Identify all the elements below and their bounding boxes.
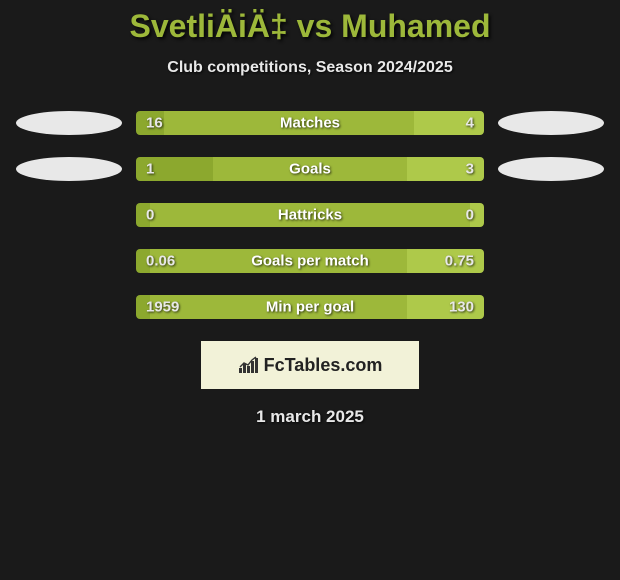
- stat-bar: 0 0 Hattricks: [136, 203, 484, 227]
- player-left-marker: [16, 157, 122, 181]
- stat-row: 1 3 Goals: [0, 157, 620, 181]
- stat-value-left: 0: [146, 207, 154, 224]
- stat-bar: 1959 130 Min per goal: [136, 295, 484, 319]
- page-title: SvetliÄiÄ‡ vs Muhamed: [0, 8, 620, 45]
- logo-text: FcTables.com: [264, 355, 383, 376]
- player-right-marker: [498, 111, 604, 135]
- stat-row: 16 4 Matches: [0, 111, 620, 135]
- stats-rows: 16 4 Matches 1 3 Goals 0 0 Hattricks 0.06 0.75 Goal…: [0, 111, 620, 319]
- stat-label: Matches: [280, 115, 340, 132]
- stat-label: Min per goal: [266, 299, 354, 316]
- stat-bar: 1 3 Goals: [136, 157, 484, 181]
- stat-row: 1959 130 Min per goal: [0, 295, 620, 319]
- stat-value-left: 16: [146, 115, 163, 132]
- stat-value-left: 1: [146, 161, 154, 178]
- stat-value-right: 0: [466, 207, 474, 224]
- stat-value-right: 4: [466, 115, 474, 132]
- logo: FcTables.com: [238, 355, 383, 376]
- stat-row: 0.06 0.75 Goals per match: [0, 249, 620, 273]
- stat-value-right: 3: [466, 161, 474, 178]
- date-label: 1 march 2025: [0, 407, 620, 427]
- stat-value-left: 1959: [146, 299, 179, 316]
- comparison-widget: SvetliÄiÄ‡ vs Muhamed Club competitions,…: [0, 0, 620, 427]
- player-right-marker: [498, 157, 604, 181]
- page-subtitle: Club competitions, Season 2024/2025: [0, 59, 620, 77]
- stat-bar: 0.06 0.75 Goals per match: [136, 249, 484, 273]
- stat-label: Goals per match: [251, 253, 369, 270]
- stat-label: Hattricks: [278, 207, 342, 224]
- stat-row: 0 0 Hattricks: [0, 203, 620, 227]
- player-left-marker: [16, 111, 122, 135]
- stat-value-right: 130: [449, 299, 474, 316]
- stat-value-left: 0.06: [146, 253, 175, 270]
- stat-label: Goals: [289, 161, 331, 178]
- bar-chart-icon: [238, 356, 260, 374]
- stat-bar: 16 4 Matches: [136, 111, 484, 135]
- stat-value-right: 0.75: [445, 253, 474, 270]
- logo-box: FcTables.com: [201, 341, 419, 389]
